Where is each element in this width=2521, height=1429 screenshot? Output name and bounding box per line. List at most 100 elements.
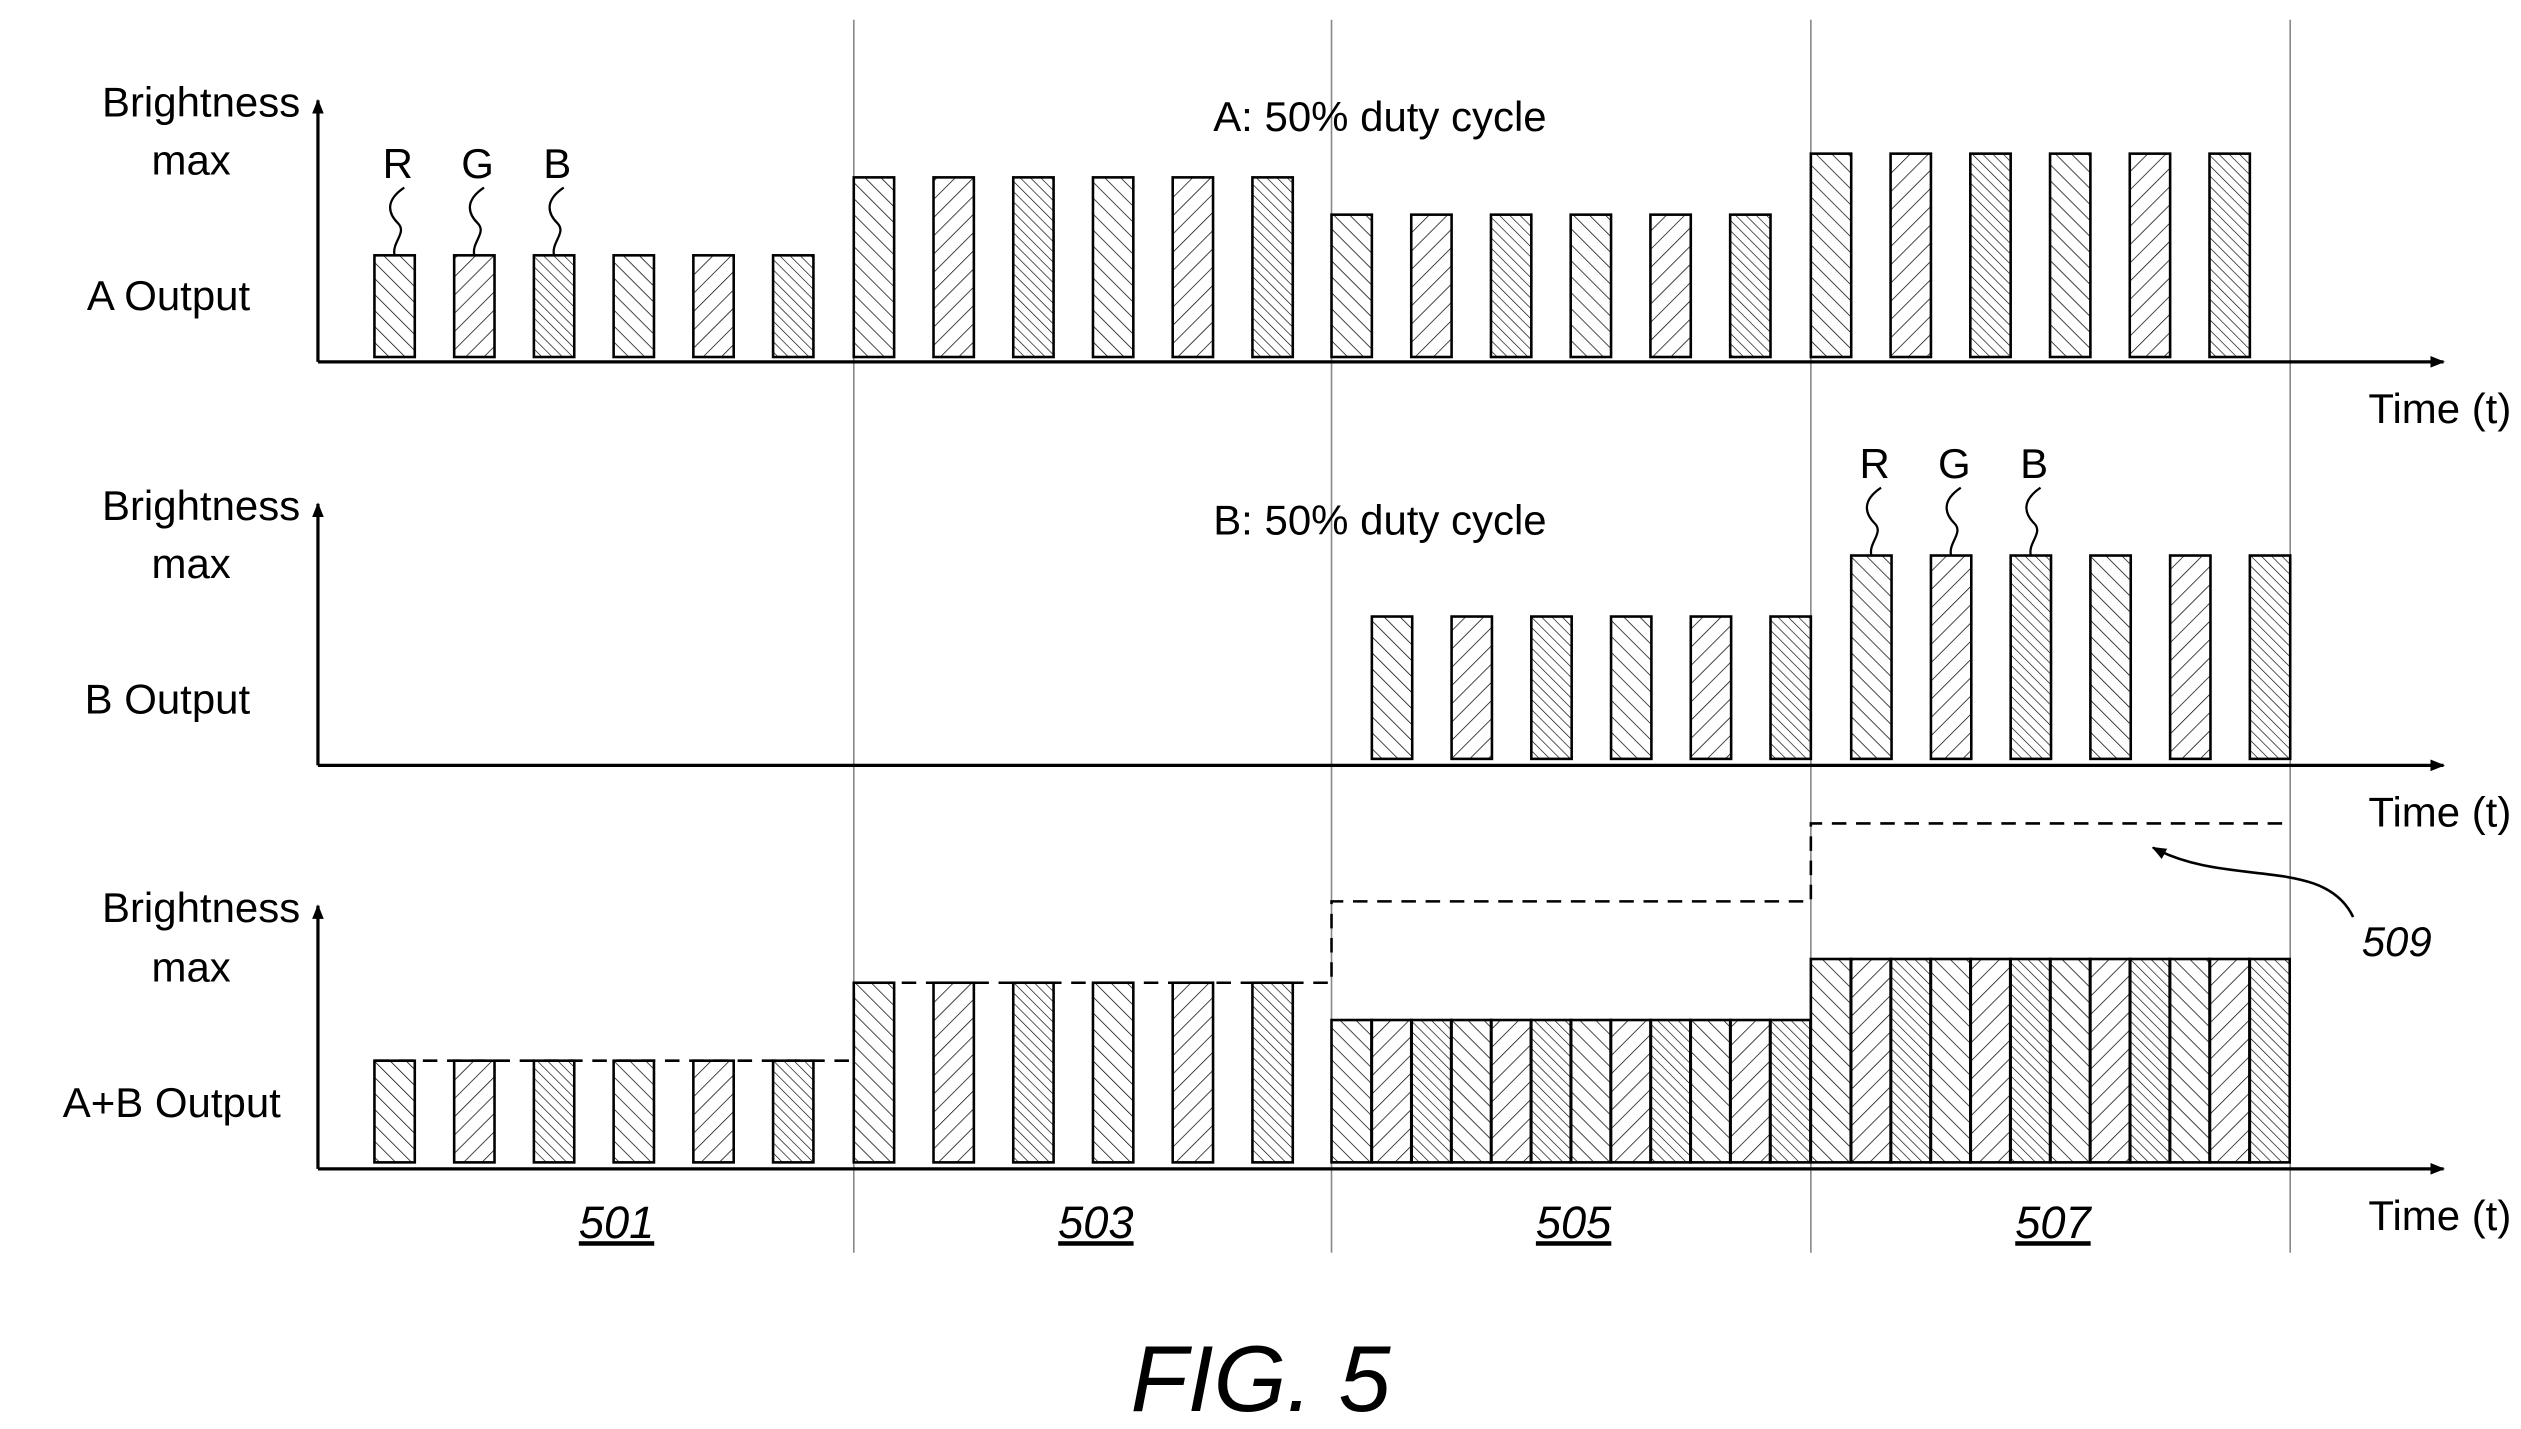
pulse-ab-507-4 xyxy=(1929,957,1973,1164)
pulse-b-505-4 xyxy=(1609,615,1653,761)
pulse-ab-501-2 xyxy=(452,1059,496,1164)
pulse-b-507-4 xyxy=(2089,554,2133,761)
pulse-a-507-2 xyxy=(1889,152,1933,359)
pulse-a-503-4 xyxy=(1091,176,1135,359)
panel-b: Brightness max B Output Time (t) B: 50% … xyxy=(85,440,2512,836)
pulse-ab-503-4 xyxy=(1091,981,1135,1164)
panel-ab-time-label: Time (t) xyxy=(2368,1192,2511,1239)
pulse-ab-507-3 xyxy=(1889,957,1933,1164)
panel-ab: Brightness max A+B Output Time (t) xyxy=(63,822,2511,1239)
panel-a: Brightness max A Output Time (t) A: 50% … xyxy=(87,79,2511,433)
pulse-ab-505-6 xyxy=(1529,1018,1573,1164)
panel-ab-output-label: A+B Output xyxy=(63,1079,281,1126)
pulse-ab-501-3 xyxy=(532,1059,576,1164)
pulse-a-501-3 xyxy=(532,254,576,359)
reference-509-leader-arrow xyxy=(2151,846,2355,918)
pulse-ab-507-6 xyxy=(2008,957,2052,1164)
rgb-label-r: R xyxy=(1859,440,1889,487)
panel-a-pulses xyxy=(373,152,2252,359)
pulse-b-505-6 xyxy=(1769,615,1813,761)
pulse-ab-507-11 xyxy=(2208,957,2252,1164)
pulse-ab-505-3 xyxy=(1409,1018,1453,1164)
section-label-507: 507 xyxy=(2015,1197,2092,1248)
pulse-b-505-3 xyxy=(1530,615,1573,761)
pulse-a-507-1 xyxy=(1809,152,1853,359)
pulse-b-507-1 xyxy=(1849,554,1893,761)
pulse-a-507-3 xyxy=(1969,152,2012,359)
rgb-leader-r xyxy=(1865,486,1882,556)
section-label-505: 505 xyxy=(1536,1197,1612,1248)
rgb-label-g: G xyxy=(461,140,494,187)
panel-b-time-label: Time (t) xyxy=(2368,789,2511,836)
pulse-a-503-2 xyxy=(932,176,976,359)
pulse-b-505-5 xyxy=(1689,615,1733,761)
panel-b-pulses xyxy=(1370,554,2292,761)
pulse-a-507-6 xyxy=(2208,152,2252,359)
section-label-503: 503 xyxy=(1058,1197,1133,1248)
pulse-ab-507-10 xyxy=(2168,957,2212,1164)
section-label-501: 501 xyxy=(579,1197,654,1248)
reference-509-label: 509 xyxy=(2362,918,2432,965)
pulse-ab-505-5 xyxy=(1489,1018,1533,1164)
pulse-b-507-3 xyxy=(2009,554,2053,761)
pulse-a-501-4 xyxy=(612,254,656,359)
pulse-ab-507-1 xyxy=(1809,957,1853,1164)
average-brightness-dashed-line xyxy=(374,822,2291,1062)
pulse-ab-507-12 xyxy=(2248,957,2292,1164)
pulse-ab-501-1 xyxy=(373,1059,417,1164)
rgb-leader-b xyxy=(2025,486,2042,556)
rgb-leader-g xyxy=(1945,486,1962,556)
pulse-ab-505-12 xyxy=(1768,1018,1812,1164)
pulse-ab-503-3 xyxy=(1011,981,1055,1164)
pulse-ab-503-2 xyxy=(932,981,976,1164)
pulse-ab-505-11 xyxy=(1728,1018,1772,1164)
pulse-ab-507-2 xyxy=(1849,957,1893,1164)
pulse-ab-501-4 xyxy=(612,1059,656,1164)
pulse-ab-501-5 xyxy=(692,1059,735,1164)
pulse-a-507-5 xyxy=(2128,152,2172,359)
pulse-a-503-1 xyxy=(852,176,896,359)
pulse-ab-505-10 xyxy=(1689,1018,1732,1164)
rgb-label-g: G xyxy=(1938,440,1971,487)
pulse-a-505-1 xyxy=(1330,213,1374,359)
pulse-ab-507-8 xyxy=(2088,957,2132,1164)
pulse-ab-505-2 xyxy=(1370,1018,1414,1164)
rgb-leader-r xyxy=(389,186,405,256)
pulse-ab-503-5 xyxy=(1171,981,1215,1164)
panel-b-brightness-label: Brightness xyxy=(102,482,300,529)
pulse-ab-501-6 xyxy=(771,1059,815,1164)
panel-a-time-label: Time (t) xyxy=(2368,385,2511,432)
pulse-ab-507-7 xyxy=(2048,957,2092,1164)
pulse-ab-507-9 xyxy=(2128,957,2172,1164)
pulse-ab-503-6 xyxy=(1251,981,1295,1164)
rgb-label-b: B xyxy=(543,140,571,187)
rgb-label-r: R xyxy=(383,140,413,187)
figure-label: FIG. 5 xyxy=(1130,1326,1391,1429)
pulse-a-503-5 xyxy=(1171,176,1215,359)
panel-a-output-label: A Output xyxy=(87,272,251,319)
pulse-b-505-2 xyxy=(1450,615,1494,761)
pulse-b-507-5 xyxy=(2168,554,2212,761)
rgb-leader-b xyxy=(548,186,565,256)
pulse-a-501-2 xyxy=(452,254,496,359)
pulse-b-505-1 xyxy=(1370,615,1414,761)
pulse-a-503-3 xyxy=(1011,176,1055,359)
pulse-b-507-2 xyxy=(1929,554,1973,761)
panel-a-duty-cycle-label: A: 50% duty cycle xyxy=(1213,93,1546,140)
rgb-leader-g xyxy=(468,186,485,256)
pulse-ab-505-1 xyxy=(1330,1018,1374,1164)
panel-b-max-label: max xyxy=(152,540,231,587)
pulse-ab-505-7 xyxy=(1569,1018,1613,1164)
rgb-label-b: B xyxy=(2020,440,2048,487)
pulse-a-501-1 xyxy=(373,254,417,359)
pulse-ab-503-1 xyxy=(852,981,896,1164)
panel-a-axes xyxy=(312,98,2445,368)
panel-b-axes xyxy=(312,502,2445,772)
pulse-ab-505-8 xyxy=(1609,1018,1653,1164)
pulse-b-507-6 xyxy=(2248,554,2292,761)
panel-ab-pulses xyxy=(373,957,2292,1164)
pulse-a-505-4 xyxy=(1569,213,1613,359)
